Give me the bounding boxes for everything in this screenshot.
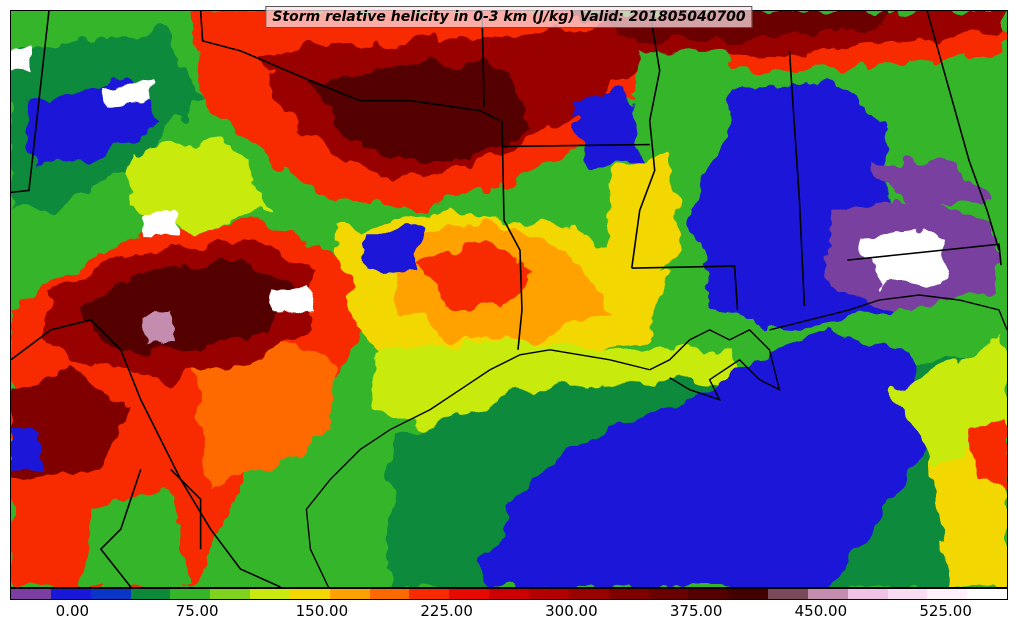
state-boundaries xyxy=(11,11,1002,587)
field-region-se-red xyxy=(969,419,1007,490)
colorbar xyxy=(10,588,1008,600)
field-region-west-maroon xyxy=(80,260,291,350)
field-region-north-blue xyxy=(569,90,640,171)
field-region-centre-blue xyxy=(360,230,421,276)
colorbar-tick-label: 375.00 xyxy=(669,602,723,620)
colorbar-swatch xyxy=(847,589,888,599)
field-region-nw-white-3 xyxy=(11,46,31,73)
colorbar-swatch xyxy=(449,589,490,599)
field-region-east-yellow xyxy=(609,150,680,281)
colorbar-swatch xyxy=(289,589,330,599)
coastline-louisiana xyxy=(649,329,781,401)
colorbar-swatch xyxy=(210,589,251,599)
boundary-texas-oklahoma-west xyxy=(199,11,501,122)
boundary-alabama-georgia xyxy=(926,11,1000,251)
coastline-texas xyxy=(305,349,650,587)
colorbar-swatch xyxy=(768,589,808,599)
colorbar-swatch xyxy=(90,589,131,599)
boundary-rio-grande xyxy=(11,319,281,587)
field-region-west-white xyxy=(272,282,316,312)
colorbar-swatch xyxy=(329,589,370,599)
coastline xyxy=(305,294,1007,587)
colorbar-swatch xyxy=(728,589,769,599)
map-panel xyxy=(10,10,1008,588)
colorbar-swatch xyxy=(11,589,51,599)
field-region-nw-white-1 xyxy=(100,80,151,106)
colorbar-swatch xyxy=(130,589,171,599)
colorbar-swatch xyxy=(170,589,211,599)
colorbar-swatch xyxy=(250,589,290,599)
field-region-northwest-lime xyxy=(130,140,271,231)
colorbar-swatch xyxy=(528,589,569,599)
colorbar-tick-label: 225.00 xyxy=(420,602,473,620)
field-region-southwest-blue xyxy=(11,429,41,470)
colorbar-swatch xyxy=(887,589,928,599)
colorbar-swatch xyxy=(409,589,450,599)
field-region-north-maroon xyxy=(310,60,530,161)
colorbar-swatch xyxy=(568,589,609,599)
field-region-east-purple-north xyxy=(869,160,990,211)
colorbar-tick-label: 450.00 xyxy=(794,602,848,620)
field-region-southwest-green xyxy=(80,489,191,587)
field-region-nw-white-2 xyxy=(140,210,179,239)
field-region-west-pink xyxy=(140,309,176,345)
field-region-west-orange xyxy=(190,339,341,490)
helicity-field-map xyxy=(11,11,1007,587)
boundary-alabama-florida xyxy=(847,243,1002,266)
colorbar-tick-labels: 0.00 75.00 150.00 225.00 300.00 375.00 450.00 5… xyxy=(10,602,1008,626)
colorbar-swatch xyxy=(489,589,529,599)
colorbar-swatch xyxy=(648,589,689,599)
map-title: Storm relative helicity in 0-3 km (J/kg)… xyxy=(265,6,753,28)
boundary-mississippi-river xyxy=(630,11,661,269)
boundary-texas-louisiana xyxy=(501,120,523,350)
field-region-gulf-blue xyxy=(480,329,930,587)
field-region-central-red xyxy=(420,240,530,310)
field-region-northwest-blue xyxy=(30,80,161,171)
boundary-mexico-coahuila xyxy=(170,468,202,550)
colorbar-tick-label: 300.00 xyxy=(545,602,598,620)
boundary-new-mexico-texas xyxy=(11,11,50,194)
field-contours xyxy=(11,11,1007,587)
colorbar-tick-label: 525.00 xyxy=(919,602,972,620)
colorbar-swatch xyxy=(50,589,91,599)
field-region-east-white xyxy=(859,225,950,286)
colorbar-tick-label: 0.00 xyxy=(55,602,90,620)
boundary-mexico-states xyxy=(99,469,142,587)
coastline-mississippi-alabama xyxy=(769,294,1007,331)
colorbar-tick-label: 150.00 xyxy=(295,602,349,620)
boundary-arkansas-louisiana xyxy=(502,143,650,148)
colorbar-swatch xyxy=(369,589,410,599)
colorbar-swatch xyxy=(967,589,1008,599)
boundary-mississippi-alabama xyxy=(788,50,806,307)
colorbar-swatch xyxy=(608,589,649,599)
colorbar-swatch xyxy=(688,589,729,599)
field-fine-detail xyxy=(11,46,1007,587)
colorbar-swatch xyxy=(807,589,848,599)
colorbar-tick-label: 75.00 xyxy=(175,602,219,620)
boundary-louisiana-mississippi xyxy=(631,265,739,311)
colorbar-swatch xyxy=(927,589,968,599)
